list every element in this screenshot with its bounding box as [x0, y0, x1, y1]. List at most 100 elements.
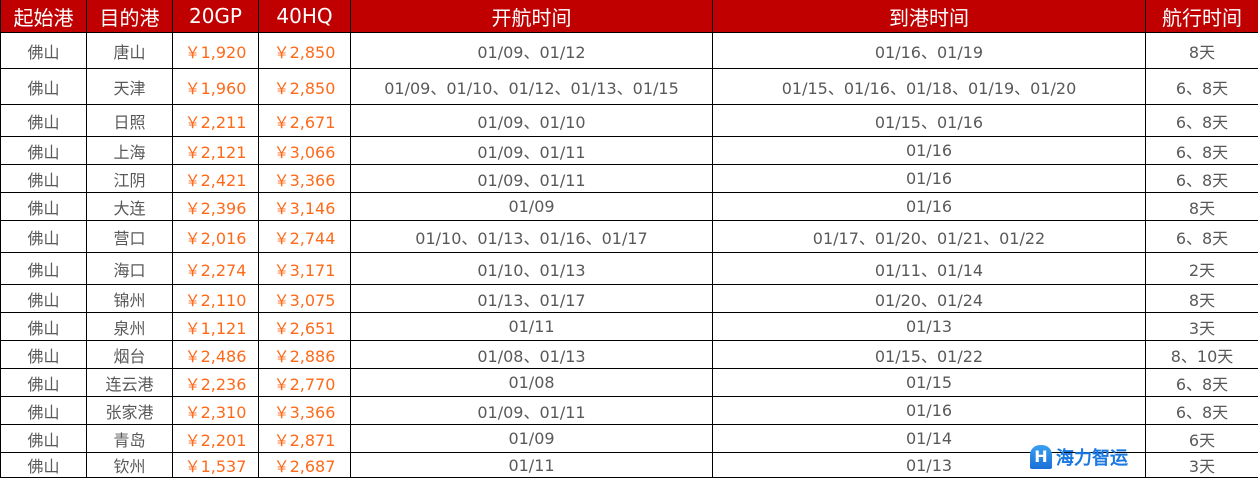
cell-destination-port: 青岛 [87, 425, 173, 453]
cell-origin-port: 佛山 [1, 69, 87, 105]
cell-origin-port: 佛山 [1, 313, 87, 341]
cell-destination-port: 大连 [87, 193, 173, 221]
cell-transit-time: 6、8天 [1146, 369, 1258, 397]
cell-transit-time: 6、8天 [1146, 69, 1258, 105]
cell-transit-time: 3天 [1146, 453, 1258, 478]
cell-departure-dates: 01/09、01/10 [351, 105, 713, 137]
cell-destination-port: 天津 [87, 69, 173, 105]
logo-icon: H [1030, 445, 1052, 469]
cell-origin-port: 佛山 [1, 33, 87, 69]
cell-destination-port: 连云港 [87, 369, 173, 397]
logo-text: 海力智运 [1056, 444, 1128, 470]
cell-origin-port: 佛山 [1, 105, 87, 137]
cell-transit-time: 6、8天 [1146, 221, 1258, 253]
cell-origin-port: 佛山 [1, 221, 87, 253]
cell-destination-port: 海口 [87, 253, 173, 285]
cell-price-20gp: ￥1,920 [173, 33, 259, 69]
cell-price-40hq: ￥3,146 [259, 193, 351, 221]
cell-price-20gp: ￥2,201 [173, 425, 259, 453]
cell-transit-time: 3天 [1146, 313, 1258, 341]
cell-destination-port: 日照 [87, 105, 173, 137]
cell-transit-time: 8、10天 [1146, 341, 1258, 369]
cell-transit-time: 8天 [1146, 193, 1258, 221]
cell-price-40hq: ￥2,671 [259, 105, 351, 137]
cell-destination-port: 钦州 [87, 453, 173, 478]
cell-arrival-dates: 01/16 [713, 137, 1146, 165]
header-transit-time: 航行时间 [1146, 0, 1258, 33]
cell-destination-port: 营口 [87, 221, 173, 253]
cell-arrival-dates: 01/13 [713, 313, 1146, 341]
cell-destination-port: 锦州 [87, 285, 173, 313]
cell-departure-dates: 01/08 [351, 369, 713, 397]
header-destination-port: 目的港 [87, 0, 173, 33]
cell-arrival-dates: 01/17、01/20、01/21、01/22 [713, 221, 1146, 253]
cell-price-20gp: ￥2,274 [173, 253, 259, 285]
cell-destination-port: 泉州 [87, 313, 173, 341]
cell-departure-dates: 01/09、01/10、01/12、01/13、01/15 [351, 69, 713, 105]
cell-departure-dates: 01/11 [351, 313, 713, 341]
cell-price-20gp: ￥2,110 [173, 285, 259, 313]
cell-price-40hq: ￥3,366 [259, 397, 351, 425]
cell-origin-port: 佛山 [1, 453, 87, 478]
cell-origin-port: 佛山 [1, 165, 87, 193]
cell-price-40hq: ￥3,066 [259, 137, 351, 165]
cell-price-40hq: ￥2,687 [259, 453, 351, 478]
cell-departure-dates: 01/09、01/11 [351, 397, 713, 425]
cell-arrival-dates: 01/15 [713, 369, 1146, 397]
cell-transit-time: 6、8天 [1146, 165, 1258, 193]
cell-destination-port: 上海 [87, 137, 173, 165]
header-price-40hq: 40HQ [259, 0, 351, 33]
cell-price-40hq: ￥3,075 [259, 285, 351, 313]
cell-origin-port: 佛山 [1, 253, 87, 285]
cell-price-20gp: ￥2,486 [173, 341, 259, 369]
cell-price-20gp: ￥2,121 [173, 137, 259, 165]
header-origin-port: 起始港 [1, 0, 87, 33]
cell-departure-dates: 01/10、01/13 [351, 253, 713, 285]
cell-transit-time: 6、8天 [1146, 137, 1258, 165]
cell-departure-dates: 01/09、01/11 [351, 165, 713, 193]
cell-origin-port: 佛山 [1, 397, 87, 425]
cell-origin-port: 佛山 [1, 425, 87, 453]
cell-transit-time: 6天 [1146, 425, 1258, 453]
cell-transit-time: 6、8天 [1146, 105, 1258, 137]
cell-destination-port: 烟台 [87, 341, 173, 369]
cell-price-20gp: ￥2,236 [173, 369, 259, 397]
cell-origin-port: 佛山 [1, 369, 87, 397]
cell-arrival-dates: 01/16 [713, 397, 1146, 425]
cell-arrival-dates: 01/15、01/16、01/18、01/19、01/20 [713, 69, 1146, 105]
cell-price-40hq: ￥2,770 [259, 369, 351, 397]
cell-price-40hq: ￥3,366 [259, 165, 351, 193]
header-departure-dates: 开航时间 [351, 0, 713, 33]
header-arrival-dates: 到港时间 [713, 0, 1146, 33]
cell-departure-dates: 01/10、01/13、01/16、01/17 [351, 221, 713, 253]
header-price-20gp: 20GP [173, 0, 259, 33]
cell-price-20gp: ￥2,421 [173, 165, 259, 193]
cell-origin-port: 佛山 [1, 341, 87, 369]
cell-transit-time: 6、8天 [1146, 397, 1258, 425]
cell-price-40hq: ￥3,171 [259, 253, 351, 285]
cell-price-20gp: ￥1,537 [173, 453, 259, 478]
cell-destination-port: 张家港 [87, 397, 173, 425]
cell-price-40hq: ￥2,744 [259, 221, 351, 253]
cell-arrival-dates: 01/11、01/14 [713, 253, 1146, 285]
cell-price-20gp: ￥2,310 [173, 397, 259, 425]
cell-arrival-dates: 01/20、01/24 [713, 285, 1146, 313]
cell-departure-dates: 01/09 [351, 193, 713, 221]
cell-arrival-dates: 01/16 [713, 193, 1146, 221]
cell-arrival-dates: 01/15、01/16 [713, 105, 1146, 137]
cell-departure-dates: 01/08、01/13 [351, 341, 713, 369]
cell-arrival-dates: 01/16 [713, 165, 1146, 193]
cell-transit-time: 2天 [1146, 253, 1258, 285]
cell-price-40hq: ￥2,651 [259, 313, 351, 341]
cell-arrival-dates: 01/16、01/19 [713, 33, 1146, 69]
